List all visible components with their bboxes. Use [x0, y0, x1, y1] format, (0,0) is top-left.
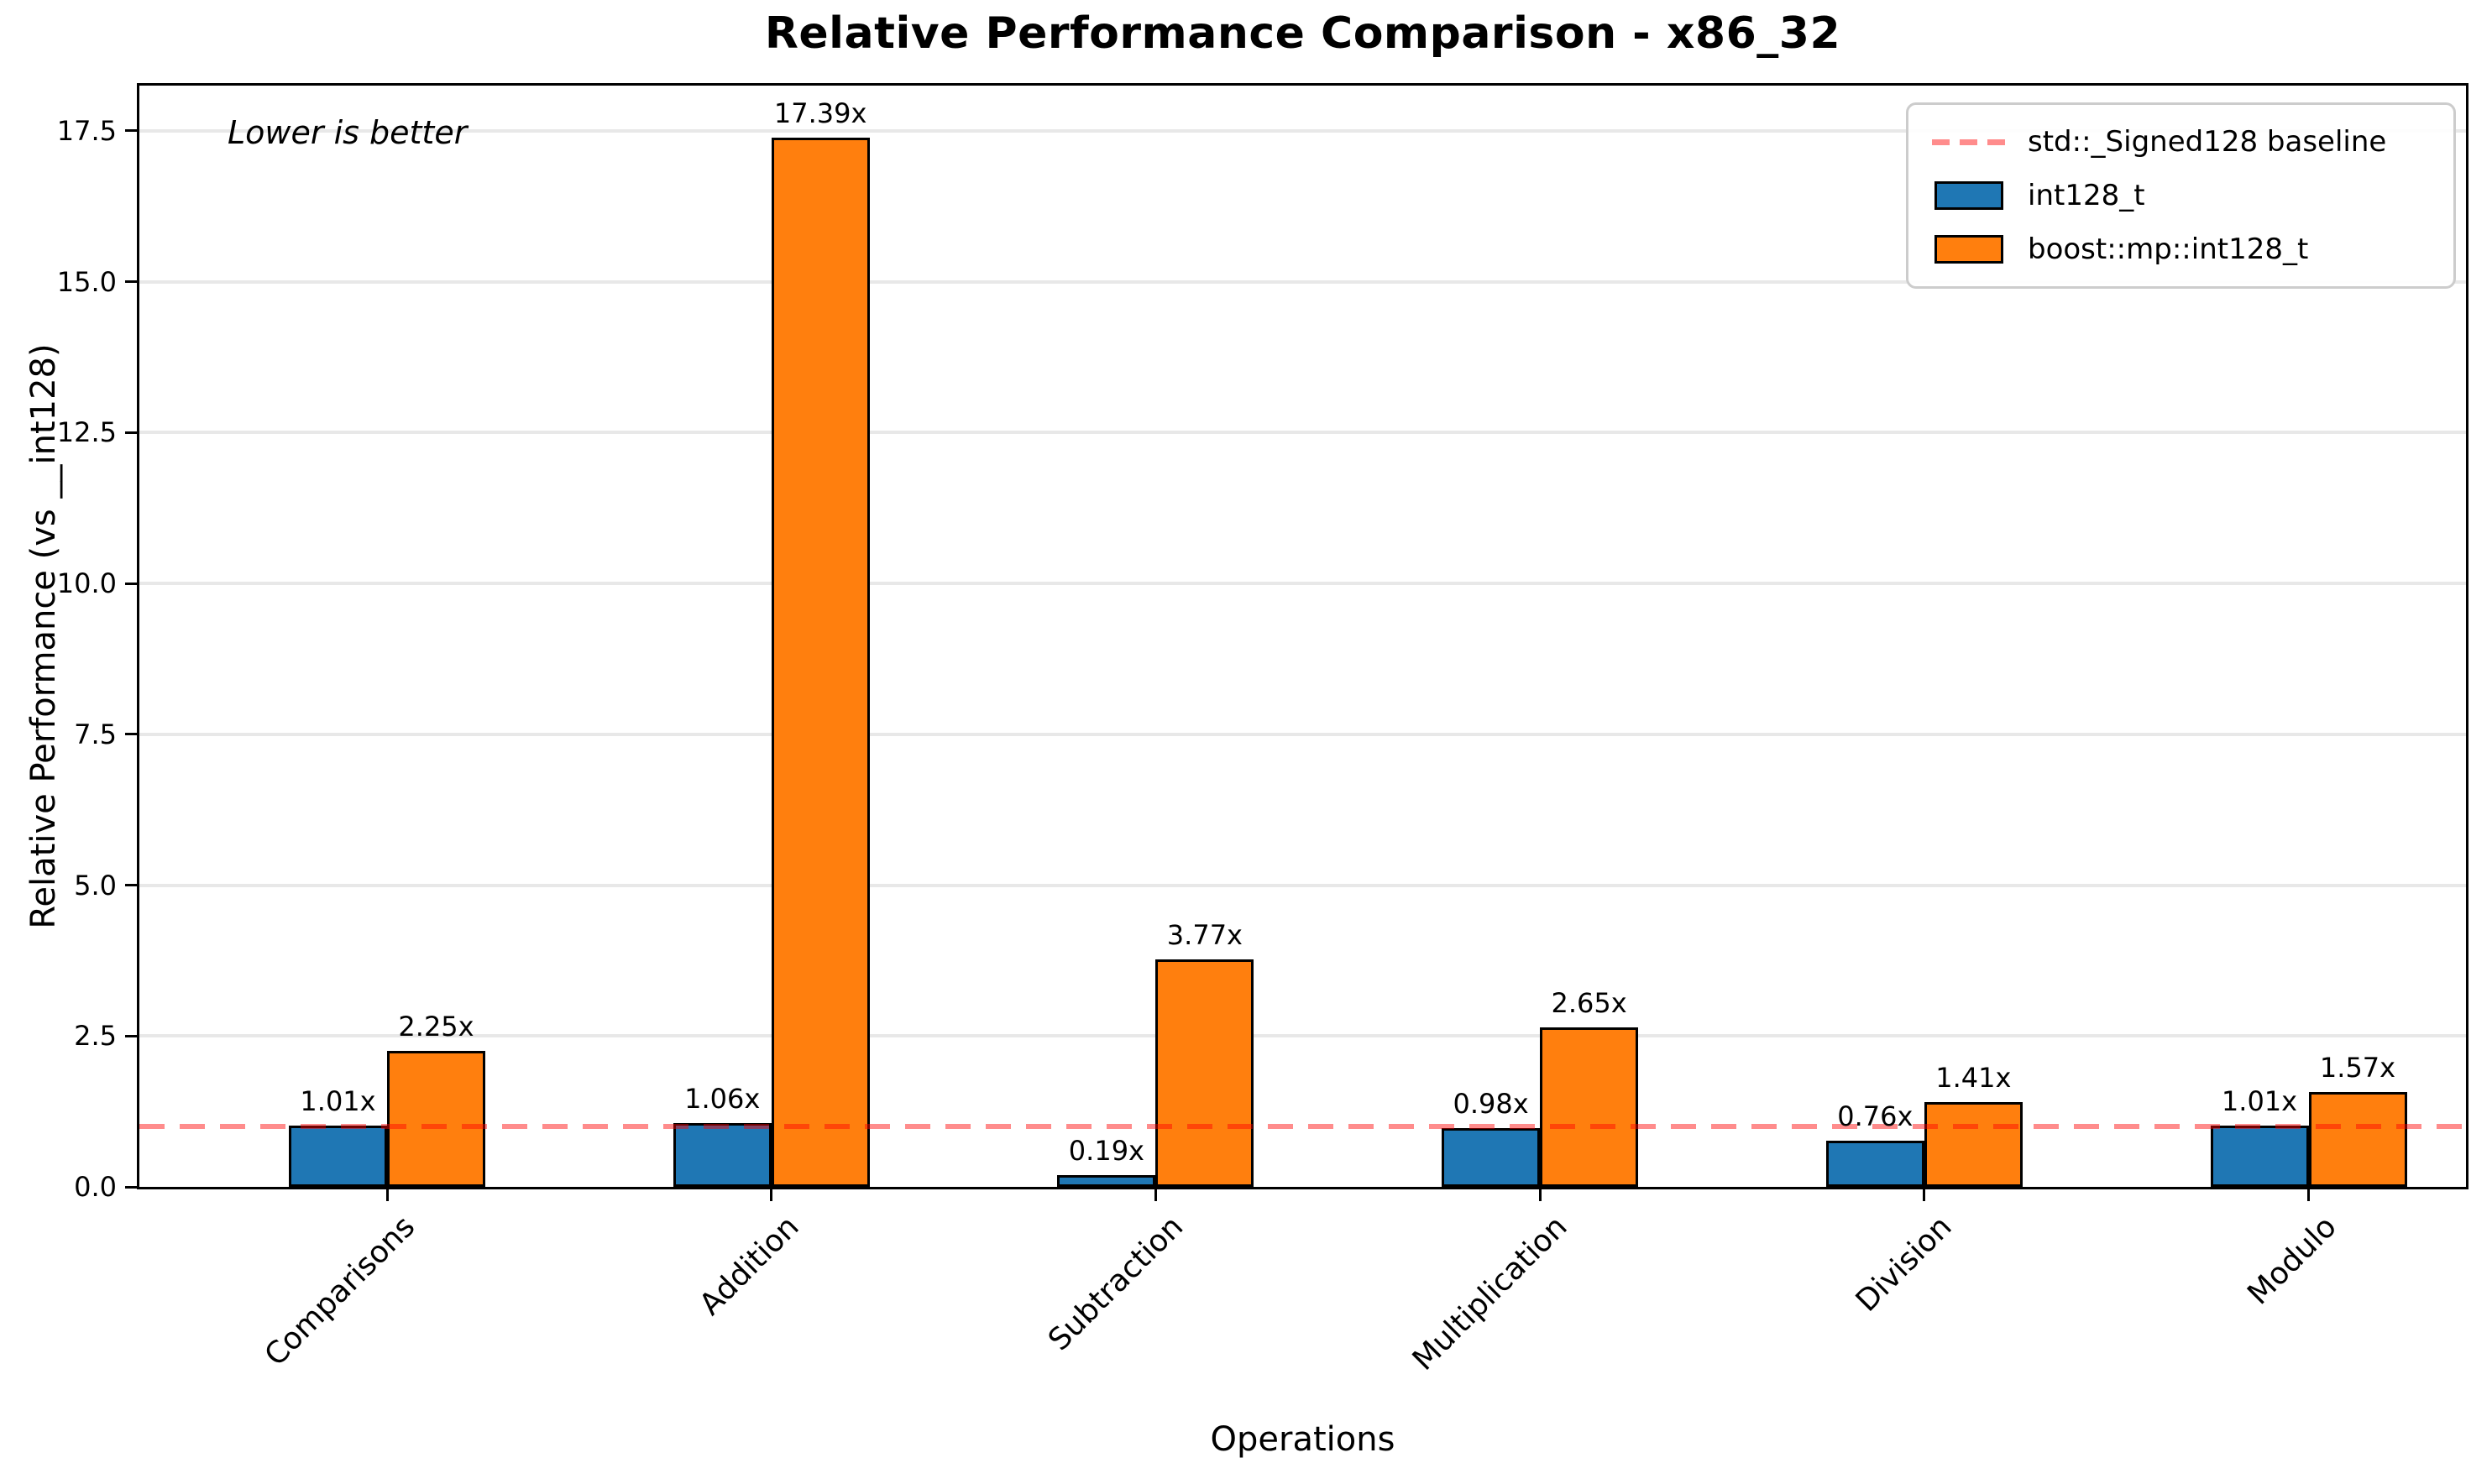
x-tick-label-division: Division	[1849, 1210, 1959, 1319]
x-tick-label-addition: Addition	[693, 1210, 806, 1323]
y-tick-mark-15.0	[125, 280, 137, 284]
y-tick-label-5.0: 5.0	[74, 869, 117, 901]
y-tick-mark-0.0	[125, 1185, 137, 1189]
bar-int128-t-comparisons	[289, 1126, 387, 1187]
x-tick-mark-modulo	[2307, 1189, 2310, 1201]
bar-boost-mp-int128-t-multiplication	[1540, 1027, 1639, 1187]
bar-value-label-int128-t-subtraction: 0.19x	[1068, 1135, 1144, 1168]
bar-int128-t-modulo	[2210, 1126, 2309, 1187]
y-tick-label-15.0: 15.0	[56, 265, 117, 298]
bar-boost-mp-int128-t-subtraction	[1155, 959, 1254, 1187]
bar-value-label-int128-t-multiplication: 0.98x	[1453, 1087, 1529, 1120]
y-tick-label-2.5: 2.5	[74, 1020, 117, 1053]
bar-int128-t-division	[1825, 1141, 1924, 1187]
bar-boost-mp-int128-t-addition	[771, 137, 870, 1187]
x-tick-label-modulo: Modulo	[2241, 1210, 2343, 1312]
legend-item-boost-mp-int128-t-label: boost::mp::int128_t	[2028, 233, 2309, 266]
y-tick-mark-12.5	[125, 431, 137, 434]
legend-item-baseline: std::_Signed128 baseline	[1932, 122, 2430, 162]
x-tick-label-multiplication: Multiplication	[1406, 1210, 1575, 1377]
gridline-15.0	[139, 280, 2466, 284]
lower-is-better-annotation: Lower is better	[228, 114, 468, 151]
bar-value-label-boost-mp-int128-t-subtraction: 3.77x	[1166, 918, 1243, 951]
x-tick-label-subtraction: Subtraction	[1042, 1210, 1191, 1358]
x-axis-label: Operations	[1210, 1420, 1395, 1459]
legend-dash-sample-icon	[1932, 138, 2006, 145]
legend-item-boost-mp-int128-t: boost::mp::int128_t	[1932, 229, 2430, 269]
x-tick-mark-division	[1923, 1189, 1926, 1201]
y-tick-label-17.5: 17.5	[56, 114, 117, 147]
gridline-2.5	[139, 1034, 2466, 1038]
legend-item-int128-t-label: int128_t	[2028, 179, 2145, 212]
gridline-17.5	[139, 128, 2466, 133]
chart-title: Relative Performance Comparison - x86_32	[764, 8, 1841, 59]
bar-value-label-int128-t-addition: 1.06x	[684, 1082, 761, 1115]
bar-value-label-boost-mp-int128-t-addition: 17.39x	[773, 97, 867, 129]
y-tick-label-0.0: 0.0	[74, 1171, 117, 1203]
plot-area: 1.01x 1.06x 0.19x 0.98x 0.76x 1.01x 2.25x 17.39…	[137, 83, 2468, 1189]
bar-value-label-int128-t-comparisons: 1.01x	[300, 1085, 376, 1118]
gridline-7.5	[139, 732, 2466, 736]
legend-color-swatch-icon	[1932, 235, 2006, 264]
y-tick-label-10.0: 10.0	[56, 567, 117, 600]
bar-boost-mp-int128-t-comparisons	[387, 1051, 485, 1187]
x-tick-mark-multiplication	[1538, 1189, 1542, 1201]
y-tick-mark-2.5	[125, 1034, 137, 1037]
bar-boost-mp-int128-t-division	[1924, 1101, 2023, 1187]
bar-value-label-boost-mp-int128-t-multiplication: 2.65x	[1551, 986, 1627, 1019]
gridline-5.0	[139, 883, 2466, 887]
legend-item-int128-t: int128_t	[1932, 175, 2430, 216]
x-tick-label-comparisons: Comparisons	[258, 1210, 421, 1373]
bar-value-label-int128-t-modulo: 1.01x	[2221, 1085, 2298, 1118]
legend-item-baseline-label: std::_Signed128 baseline	[2028, 125, 2387, 159]
y-tick-label-12.5: 12.5	[56, 416, 117, 449]
bar-value-label-int128-t-division: 0.76x	[1837, 1100, 1914, 1133]
bar-boost-mp-int128-t-modulo	[2308, 1092, 2407, 1187]
bar-value-label-boost-mp-int128-t-division: 1.41x	[1935, 1061, 2012, 1094]
y-tick-mark-17.5	[125, 129, 137, 133]
y-tick-label-7.5: 7.5	[74, 718, 117, 750]
x-tick-mark-addition	[770, 1189, 773, 1201]
legend-color-swatch-icon	[1932, 181, 2006, 210]
bar-int128-t-multiplication	[1442, 1127, 1541, 1187]
bar-value-label-boost-mp-int128-t-comparisons: 2.25x	[398, 1011, 474, 1043]
gridline-12.5	[139, 431, 2466, 435]
y-tick-mark-10.0	[125, 582, 137, 585]
bar-value-label-boost-mp-int128-t-modulo: 1.57x	[2319, 1052, 2396, 1084]
bar-int128-t-addition	[673, 1122, 772, 1187]
bar-int128-t-subtraction	[1057, 1175, 1156, 1187]
baseline-dashed-line	[139, 1124, 2466, 1130]
y-tick-mark-7.5	[125, 733, 137, 736]
x-tick-mark-subtraction	[1154, 1189, 1157, 1201]
gridline-10.0	[139, 582, 2466, 586]
y-tick-mark-5.0	[125, 884, 137, 887]
x-tick-mark-comparisons	[385, 1189, 389, 1201]
